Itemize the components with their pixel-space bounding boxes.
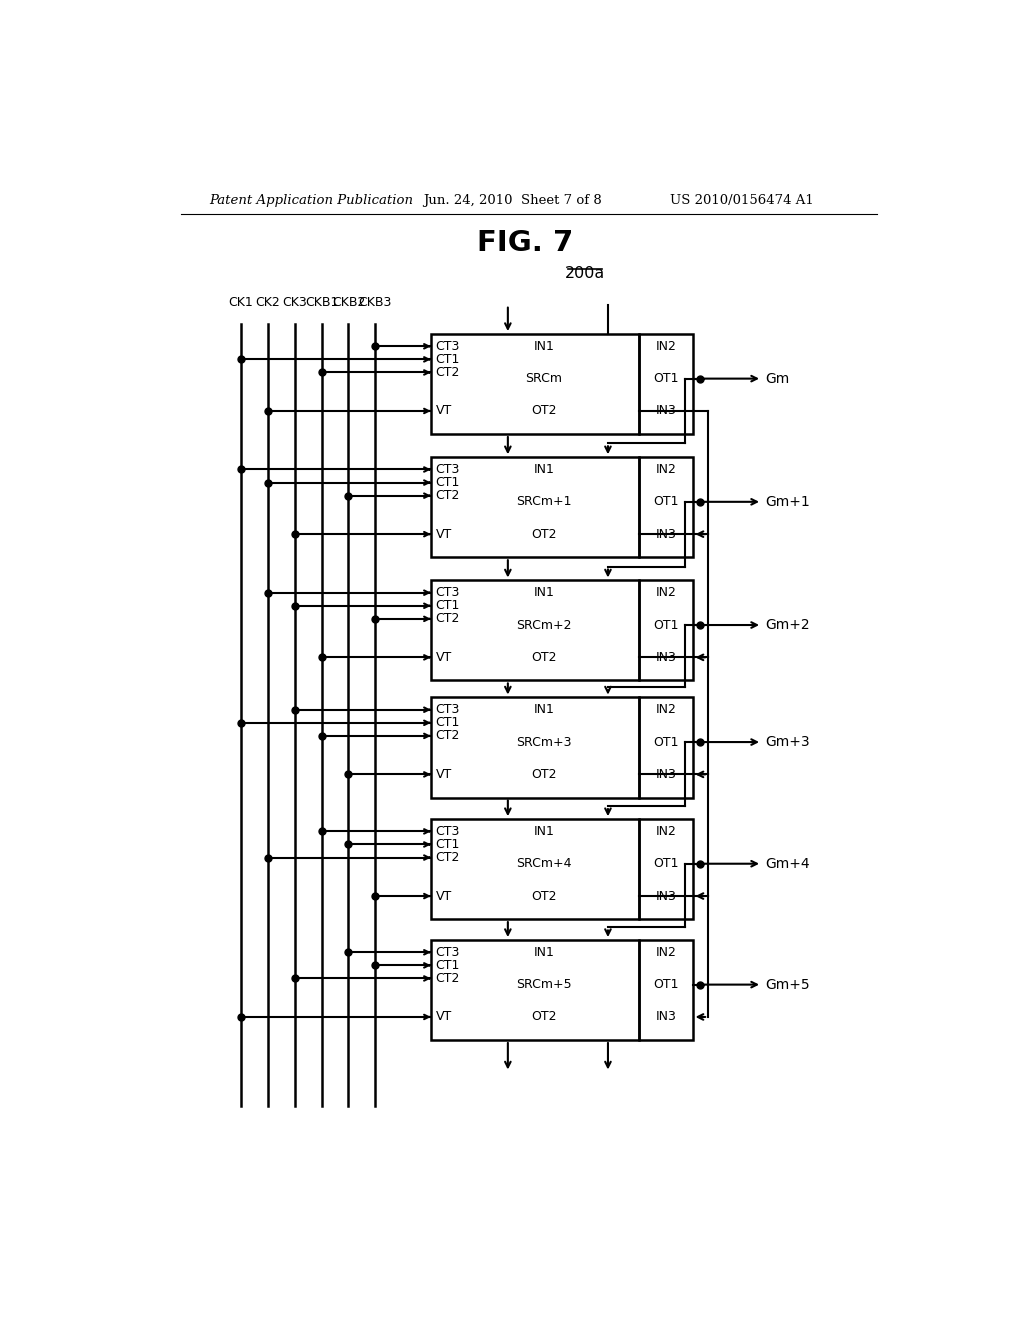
Text: IN2: IN2 (655, 463, 676, 477)
Text: CT1: CT1 (435, 477, 460, 490)
Text: Gm+5: Gm+5 (765, 978, 810, 991)
Text: IN3: IN3 (655, 404, 676, 417)
Bar (431, 581, 639, 681)
Text: OT2: OT2 (531, 651, 557, 664)
Text: OT1: OT1 (653, 372, 679, 385)
Text: VT: VT (435, 1010, 452, 1023)
Text: IN2: IN2 (655, 586, 676, 599)
Text: VT: VT (435, 768, 452, 781)
Text: VT: VT (435, 404, 452, 417)
Text: OT2: OT2 (531, 1010, 557, 1023)
Text: VT: VT (435, 890, 452, 903)
Text: Gm+3: Gm+3 (765, 735, 810, 748)
Text: IN2: IN2 (655, 704, 676, 717)
Text: Gm+2: Gm+2 (765, 618, 810, 632)
Bar (431, 818, 639, 919)
Text: CT2: CT2 (435, 851, 460, 865)
Text: OT1: OT1 (653, 619, 679, 631)
Text: SRCm+1: SRCm+1 (516, 495, 571, 508)
Text: IN2: IN2 (655, 825, 676, 838)
Text: OT2: OT2 (531, 528, 557, 541)
Bar (639, 334, 692, 434)
Text: IN2: IN2 (655, 339, 676, 352)
Bar (639, 818, 692, 919)
Text: IN1: IN1 (534, 586, 554, 599)
Text: CT3: CT3 (435, 704, 460, 717)
Text: CT2: CT2 (435, 366, 460, 379)
Text: 200a: 200a (564, 267, 605, 281)
Bar (431, 940, 639, 1040)
Text: CT1: CT1 (435, 958, 460, 972)
Text: CKB1: CKB1 (305, 296, 338, 309)
Text: CK3: CK3 (283, 296, 307, 309)
Text: IN3: IN3 (655, 768, 676, 781)
Text: OT2: OT2 (531, 404, 557, 417)
Text: CK2: CK2 (255, 296, 280, 309)
Text: CT2: CT2 (435, 490, 460, 502)
Text: OT2: OT2 (531, 768, 557, 781)
Text: US 2010/0156474 A1: US 2010/0156474 A1 (670, 194, 813, 207)
Text: VT: VT (435, 651, 452, 664)
Bar (639, 940, 692, 1040)
Bar (431, 334, 639, 434)
Text: CT1: CT1 (435, 599, 460, 612)
Text: CT2: CT2 (435, 612, 460, 626)
Text: IN3: IN3 (655, 890, 676, 903)
Text: OT1: OT1 (653, 978, 679, 991)
Bar (431, 697, 639, 797)
Text: IN3: IN3 (655, 528, 676, 541)
Text: CKB3: CKB3 (358, 296, 392, 309)
Text: IN3: IN3 (655, 1010, 676, 1023)
Text: CT1: CT1 (435, 352, 460, 366)
Bar (639, 457, 692, 557)
Text: SRCm: SRCm (525, 372, 562, 385)
Bar (639, 697, 692, 797)
Bar (639, 581, 692, 681)
Text: SRCm+2: SRCm+2 (516, 619, 571, 631)
Text: IN2: IN2 (655, 945, 676, 958)
Text: CKB2: CKB2 (332, 296, 366, 309)
Text: SRCm+3: SRCm+3 (516, 735, 571, 748)
Text: IN1: IN1 (534, 945, 554, 958)
Text: CT1: CT1 (435, 717, 460, 730)
Text: Patent Application Publication: Patent Application Publication (209, 194, 413, 207)
Text: FIG. 7: FIG. 7 (476, 230, 573, 257)
Text: CT2: CT2 (435, 972, 460, 985)
Text: IN1: IN1 (534, 704, 554, 717)
Text: Gm: Gm (765, 372, 790, 385)
Text: OT1: OT1 (653, 495, 679, 508)
Text: OT1: OT1 (653, 735, 679, 748)
Text: IN3: IN3 (655, 651, 676, 664)
Text: CT3: CT3 (435, 945, 460, 958)
Text: SRCm+4: SRCm+4 (516, 857, 571, 870)
Text: CK1: CK1 (228, 296, 253, 309)
Text: IN1: IN1 (534, 463, 554, 477)
Text: Jun. 24, 2010  Sheet 7 of 8: Jun. 24, 2010 Sheet 7 of 8 (423, 194, 602, 207)
Text: VT: VT (435, 528, 452, 541)
Text: CT3: CT3 (435, 586, 460, 599)
Text: OT1: OT1 (653, 857, 679, 870)
Text: CT3: CT3 (435, 339, 460, 352)
Text: CT1: CT1 (435, 838, 460, 851)
Text: CT2: CT2 (435, 730, 460, 742)
Text: Gm+4: Gm+4 (765, 857, 810, 871)
Text: CT3: CT3 (435, 463, 460, 477)
Text: IN1: IN1 (534, 825, 554, 838)
Text: OT2: OT2 (531, 890, 557, 903)
Text: CT3: CT3 (435, 825, 460, 838)
Text: IN1: IN1 (534, 339, 554, 352)
Bar (431, 457, 639, 557)
Text: Gm+1: Gm+1 (765, 495, 810, 508)
Text: SRCm+5: SRCm+5 (516, 978, 571, 991)
